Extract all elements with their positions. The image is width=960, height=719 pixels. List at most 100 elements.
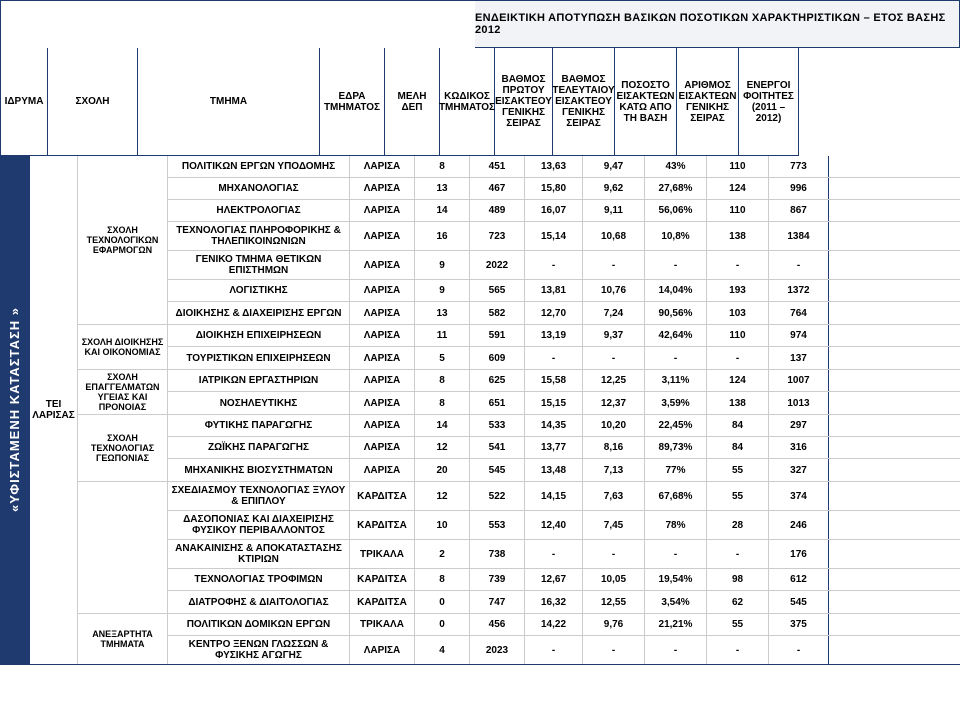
cell-en: 137: [769, 347, 829, 369]
cell-btel: 10,68: [583, 222, 645, 250]
cell-tmima: ΤΕΧΝΟΛΟΓΙΑΣ ΠΛΗΡΟΦΟΡΙΚΗΣ & ΤΗΛΕΠΙΚΟΙΝΩΝΙ…: [168, 222, 350, 250]
col-ar: ΑΡΙΘΜΟΣ ΕΙΣΑΚΤΕΩΝ ΓΕΝΙΚΗΣ ΣΕΙΡΑΣ: [677, 48, 739, 156]
cell-tmima: ΑΝΑΚΑΙΝΙΣΗΣ & ΑΠΟΚΑΤΑΣΤΑΣΗΣ ΚΤΙΡΙΩΝ: [168, 540, 350, 568]
table-body: «ΥΦΙΣΤΑΜΕΝΗ ΚΑΤΑΣΤΑΣΗ » ΤΕΙ ΛΑΡΙΣΑΣ ΣΧΟΛ…: [0, 156, 960, 665]
cell-tmima: ΔΙΟΙΚΗΣΗΣ & ΔΙΑΧΕΙΡΙΣΗΣ ΕΡΓΩΝ: [168, 302, 350, 324]
cell-bpr: 13,81: [525, 280, 583, 301]
school-block: ΣΧΟΛΗ ΤΕΧΝΟΛΟΓΙΑΣ ΓΕΩΠΟΝΙΑΣΦΥΤΙΚΗΣ ΠΑΡΑΓ…: [78, 414, 960, 481]
cell-bpr: 15,14: [525, 222, 583, 250]
table-row: ΤΟΥΡΙΣΤΙΚΩΝ ΕΠΙΧΕΙΡΗΣΕΩΝΛΑΡΙΣΑ5609----13…: [168, 347, 960, 369]
cell-pos: -: [645, 347, 707, 369]
cell-bpr: 13,63: [525, 156, 583, 177]
cell-edra: ΛΑΡΙΣΑ: [350, 347, 415, 369]
table-row: ΓΕΝΙΚΟ ΤΜΗΜΑ ΘΕΤΙΚΩΝ ΕΠΙΣΤΗΜΩΝΛΑΡΙΣΑ9202…: [168, 251, 960, 280]
page: ΕΝΔΕΙΚΤΙΚΗ ΑΠΟΤΥΠΩΣΗ ΒΑΣΙΚΩΝ ΠΟΣΟΤΙΚΩΝ Χ…: [0, 0, 960, 665]
cell-bpr: 14,35: [525, 415, 583, 436]
cell-meli: 5: [415, 347, 470, 369]
cell-pos: 3,54%: [645, 591, 707, 613]
col-meli: ΜΕΛΗ ΔΕΠ: [385, 48, 440, 156]
cell-bpr: 14,22: [525, 614, 583, 635]
cell-en: 773: [769, 156, 829, 177]
cell-btel: -: [583, 636, 645, 664]
cell-pos: 3,11%: [645, 370, 707, 391]
school-name: ΣΧΟΛΗ ΤΕΧΝΟΛΟΓΙΚΩΝ ΕΦΑΡΜΟΓΩΝ: [78, 156, 168, 324]
cell-pos: 90,56%: [645, 302, 707, 324]
cell-tmima: ΗΛΕΚΤΡΟΛΟΓΙΑΣ: [168, 200, 350, 221]
cell-ar: -: [707, 540, 769, 568]
cell-meli: 12: [415, 482, 470, 510]
cell-btel: 7,24: [583, 302, 645, 324]
cell-btel: 12,25: [583, 370, 645, 391]
cell-btel: 9,37: [583, 325, 645, 346]
cell-en: 374: [769, 482, 829, 510]
cell-en: 1384: [769, 222, 829, 250]
cell-ar: 98: [707, 569, 769, 590]
cell-ar: 62: [707, 591, 769, 613]
cell-edra: ΛΑΡΙΣΑ: [350, 178, 415, 199]
cell-btel: -: [583, 347, 645, 369]
cell-pos: 21,21%: [645, 614, 707, 635]
cell-edra: ΛΑΡΙΣΑ: [350, 392, 415, 414]
cell-pos: 43%: [645, 156, 707, 177]
cell-tmima: ΔΑΣΟΠΟΝΙΑΣ ΚΑΙ ΔΙΑΧΕΙΡΙΣΗΣ ΦΥΣΙΚΟΥ ΠΕΡΙΒ…: [168, 511, 350, 539]
cell-meli: 2: [415, 540, 470, 568]
col-tmima: ΤΜΗΜΑ: [138, 48, 320, 156]
cell-en: 764: [769, 302, 829, 324]
school-block: ΣΧΟΛΗ ΕΠΑΓΓΕΛΜΑΤΩΝ ΥΓΕΙΑΣ ΚΑΙ ΠΡΟΝΟΙΑΣΙΑ…: [78, 369, 960, 414]
cell-ar: -: [707, 347, 769, 369]
cell-pos: 3,59%: [645, 392, 707, 414]
cell-tmima: ΜΗΧΑΝΟΛΟΓΙΑΣ: [168, 178, 350, 199]
cell-kod: 553: [470, 511, 525, 539]
idryma-cell: ΤΕΙ ΛΑΡΙΣΑΣ: [30, 156, 78, 664]
vertical-label: «ΥΦΙΣΤΑΜΕΝΗ ΚΑΤΑΣΤΑΣΗ »: [0, 156, 30, 664]
cell-tmima: ΛΟΓΙΣΤΙΚΗΣ: [168, 280, 350, 301]
cell-pos: -: [645, 636, 707, 664]
table-row: ΑΝΑΚΑΙΝΙΣΗΣ & ΑΠΟΚΑΤΑΣΤΑΣΗΣ ΚΤΙΡΙΩΝΤΡΙΚΑ…: [168, 540, 960, 569]
cell-ar: 138: [707, 392, 769, 414]
school-block: ΑΝΕΞΑΡΤΗΤΑ ΤΜΗΜΑΤΑΠΟΛΙΤΙΚΩΝ ΔΟΜΙΚΩΝ ΕΡΓΩ…: [78, 613, 960, 664]
cell-pos: 19,54%: [645, 569, 707, 590]
school-name: ΑΝΕΞΑΡΤΗΤΑ ΤΜΗΜΑΤΑ: [78, 614, 168, 664]
table-row: ΤΕΧΝΟΛΟΓΙΑΣ ΠΛΗΡΟΦΟΡΙΚΗΣ & ΤΗΛΕΠΙΚΟΙΝΩΝΙ…: [168, 222, 960, 251]
cell-tmima: ΔΙΟΙΚΗΣΗ ΕΠΙΧΕΙΡΗΣΕΩΝ: [168, 325, 350, 346]
cell-bpr: 15,58: [525, 370, 583, 391]
cell-edra: ΚΑΡΔΙΤΣΑ: [350, 511, 415, 539]
cell-bpr: 16,07: [525, 200, 583, 221]
cell-tmima: ΠΟΛΙΤΙΚΩΝ ΔΟΜΙΚΩΝ ΕΡΓΩΝ: [168, 614, 350, 635]
cell-kod: 625: [470, 370, 525, 391]
cell-kod: 747: [470, 591, 525, 613]
cell-ar: 124: [707, 370, 769, 391]
col-edra: ΕΔΡΑ ΤΜΗΜΑΤΟΣ: [320, 48, 385, 156]
cell-tmima: ΔΙΑΤΡΟΦΗΣ & ΔΙΑΙΤΟΛΟΓΙΑΣ: [168, 591, 350, 613]
cell-edra: ΛΑΡΙΣΑ: [350, 302, 415, 324]
cell-bpr: 12,40: [525, 511, 583, 539]
cell-en: 867: [769, 200, 829, 221]
cell-kod: 541: [470, 437, 525, 458]
cell-kod: 565: [470, 280, 525, 301]
cell-pos: 22,45%: [645, 415, 707, 436]
col-bpr: ΒΑΘΜΟΣ ΠΡΩΤΟΥ ΕΙΣΑΚΤΕΟΥ ΓΕΝΙΚΗΣ ΣΕΙΡΑΣ: [495, 48, 553, 156]
cell-en: 1372: [769, 280, 829, 301]
table-row: ΦΥΤΙΚΗΣ ΠΑΡΑΓΩΓΗΣΛΑΡΙΣΑ1453314,3510,2022…: [168, 415, 960, 437]
cell-pos: 42,64%: [645, 325, 707, 346]
cell-ar: 110: [707, 156, 769, 177]
cell-edra: ΛΑΡΙΣΑ: [350, 459, 415, 481]
cell-bpr: -: [525, 347, 583, 369]
cell-kod: 739: [470, 569, 525, 590]
cell-tmima: ΚΕΝΤΡΟ ΞΕΝΩΝ ΓΛΩΣΣΩΝ & ΦΥΣΙΚΗΣ ΑΓΩΓΗΣ: [168, 636, 350, 664]
cell-pos: 56,06%: [645, 200, 707, 221]
cell-tmima: ΝΟΣΗΛΕΥΤΙΚΗΣ: [168, 392, 350, 414]
cell-pos: 78%: [645, 511, 707, 539]
cell-pos: 89,73%: [645, 437, 707, 458]
cell-en: -: [769, 251, 829, 279]
school-name: ΣΧΟΛΗ ΔΙΟΙΚΗΣΗΣ ΚΑΙ ΟΙΚΟΝΟΜΙΑΣ: [78, 325, 168, 369]
cell-ar: 28: [707, 511, 769, 539]
cell-kod: 2023: [470, 636, 525, 664]
cell-meli: 9: [415, 280, 470, 301]
table-row: ΣΧΕΔΙΑΣΜΟΥ ΤΕΧΝΟΛΟΓΙΑΣ ΞΥΛΟΥ & ΕΠΙΠΛΟΥΚΑ…: [168, 482, 960, 511]
cell-ar: 138: [707, 222, 769, 250]
cell-bpr: 13,77: [525, 437, 583, 458]
school-block: ΣΧΟΛΗ ΔΙΟΙΚΗΣΗΣ ΚΑΙ ΟΙΚΟΝΟΜΙΑΣΔΙΟΙΚΗΣΗ Ε…: [78, 324, 960, 369]
cell-tmima: ΖΩΪΚΗΣ ΠΑΡΑΓΩΓΗΣ: [168, 437, 350, 458]
cell-pos: -: [645, 251, 707, 279]
